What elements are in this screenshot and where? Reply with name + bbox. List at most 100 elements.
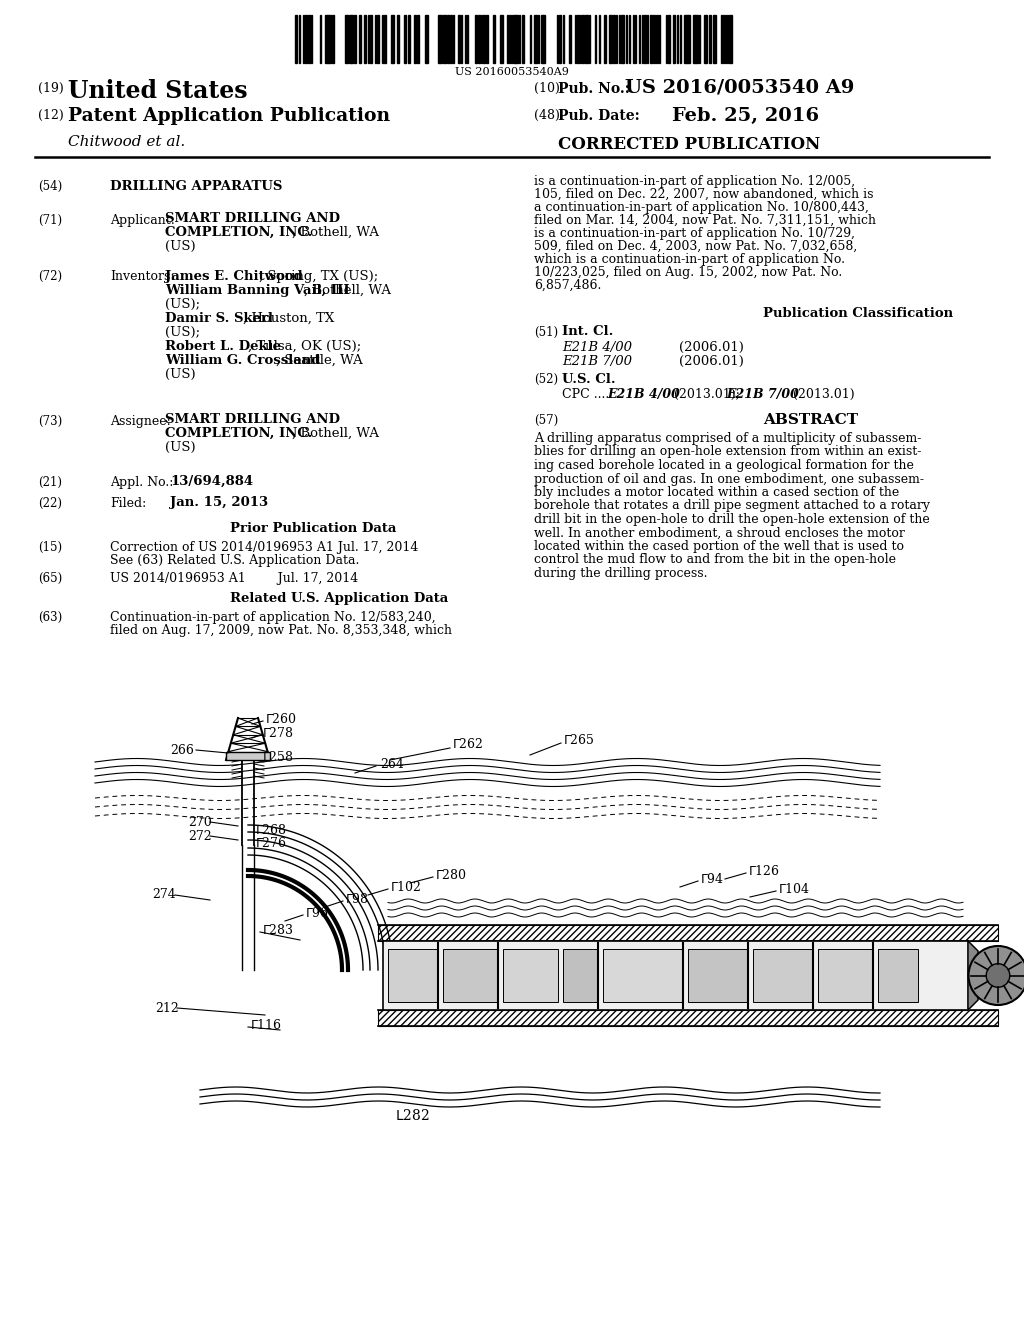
Bar	[478, 15, 480, 63]
Text: Chitwood et al.: Chitwood et al.	[68, 135, 185, 149]
Text: 212: 212	[155, 1002, 179, 1015]
Text: , Spring, TX (US);: , Spring, TX (US);	[259, 271, 379, 282]
Bar	[348, 15, 350, 63]
Bar	[226, 752, 270, 760]
Bar	[626, 15, 627, 63]
Text: James E. Chitwood: James E. Chitwood	[165, 271, 303, 282]
Text: Robert L. Dekle: Robert L. Dekle	[165, 341, 281, 352]
Bar	[474, 15, 477, 63]
Text: (21): (21)	[38, 477, 62, 488]
Bar	[392, 15, 394, 63]
Text: which is a continuation-in-part of application No.: which is a continuation-in-part of appli…	[534, 253, 845, 267]
Bar	[378, 1010, 998, 1026]
Text: $\Gamma$126: $\Gamma$126	[748, 865, 780, 878]
Bar	[397, 15, 399, 63]
Text: US 2016/0053540 A9: US 2016/0053540 A9	[625, 79, 854, 96]
Text: $\Gamma$280: $\Gamma$280	[435, 869, 467, 882]
Text: , Bothell, WA: , Bothell, WA	[292, 226, 379, 239]
Text: 266: 266	[170, 743, 194, 756]
Bar	[351, 15, 353, 63]
Text: , Bothell, WA: , Bothell, WA	[292, 426, 379, 440]
Bar	[443, 949, 498, 1002]
Text: Damir S. Skerl: Damir S. Skerl	[165, 312, 273, 325]
Text: (2006.01): (2006.01)	[679, 341, 743, 354]
Bar	[408, 15, 410, 63]
Bar	[563, 15, 564, 63]
Bar	[541, 15, 543, 63]
Bar	[403, 15, 407, 63]
Bar	[359, 15, 361, 63]
Text: bly includes a motor located within a cased section of the: bly includes a motor located within a ca…	[534, 486, 899, 499]
Bar	[467, 15, 468, 63]
Bar	[878, 949, 918, 1002]
Polygon shape	[968, 941, 978, 1010]
Text: 10/223,025, filed on Aug. 15, 2002, now Pat. No.: 10/223,025, filed on Aug. 15, 2002, now …	[534, 267, 843, 279]
Text: Prior Publication Data: Prior Publication Data	[230, 521, 396, 535]
Text: $\Gamma$283: $\Gamma$283	[262, 923, 294, 937]
Text: $\Gamma$96: $\Gamma$96	[305, 906, 329, 920]
Bar	[450, 15, 452, 63]
Bar	[365, 15, 367, 63]
Bar	[388, 949, 438, 1002]
Text: Inventors:: Inventors:	[110, 271, 174, 282]
Text: $\Gamma$94: $\Gamma$94	[700, 873, 724, 886]
Bar	[513, 15, 514, 63]
Text: Jan. 15, 2013: Jan. 15, 2013	[170, 496, 268, 510]
Text: (15): (15)	[38, 541, 62, 554]
Bar	[586, 15, 589, 63]
Bar	[384, 15, 386, 63]
Text: is a continuation-in-part of application No. 10/729,: is a continuation-in-part of application…	[534, 227, 855, 240]
Text: (US);: (US);	[165, 298, 205, 312]
Bar	[668, 15, 670, 63]
Text: 264: 264	[380, 758, 403, 771]
Text: $\Gamma$258: $\Gamma$258	[262, 750, 294, 764]
Text: (71): (71)	[38, 214, 62, 227]
Text: CORRECTED PUBLICATION: CORRECTED PUBLICATION	[558, 136, 820, 153]
Bar	[684, 15, 686, 63]
Text: , Bothell, WA: , Bothell, WA	[304, 284, 391, 297]
Bar	[613, 15, 615, 63]
Text: $\Gamma$268: $\Gamma$268	[255, 822, 287, 837]
Bar	[438, 15, 441, 63]
Bar	[582, 15, 585, 63]
Text: , Houston, TX: , Houston, TX	[243, 312, 334, 325]
Text: (US): (US)	[165, 441, 196, 454]
Text: Pub. Date:: Pub. Date:	[558, 110, 640, 123]
Bar	[680, 15, 681, 63]
Circle shape	[969, 946, 1024, 1005]
Bar	[544, 15, 546, 63]
Text: $\mathsf{L}$282: $\mathsf{L}$282	[395, 1107, 430, 1122]
Bar	[509, 15, 510, 63]
Bar	[609, 15, 612, 63]
Text: ABSTRACT: ABSTRACT	[763, 413, 858, 426]
Text: 270: 270	[188, 816, 212, 829]
Text: $\Gamma$116: $\Gamma$116	[250, 1018, 282, 1032]
Bar	[633, 15, 634, 63]
Text: US 20160053540A9: US 20160053540A9	[455, 67, 569, 77]
Bar	[677, 15, 678, 63]
Text: (2006.01): (2006.01)	[679, 355, 743, 368]
Bar	[443, 15, 446, 63]
Text: located within the cased portion of the well that is used to: located within the cased portion of the …	[534, 540, 904, 553]
Bar	[695, 15, 698, 63]
Text: E21B 7/00: E21B 7/00	[562, 355, 632, 368]
Bar	[377, 15, 379, 63]
Text: US 2014/0196953 A1        Jul. 17, 2014: US 2014/0196953 A1 Jul. 17, 2014	[110, 572, 358, 585]
Bar	[370, 15, 372, 63]
Bar	[647, 15, 648, 63]
Bar	[518, 15, 520, 63]
Text: William G. Crossland: William G. Crossland	[165, 354, 321, 367]
Text: Pub. No.:: Pub. No.:	[558, 82, 630, 96]
Text: (US);: (US);	[165, 326, 205, 339]
Bar	[563, 949, 598, 1002]
Bar	[621, 15, 625, 63]
Text: well. In another embodiment, a shroud encloses the motor: well. In another embodiment, a shroud en…	[534, 527, 905, 540]
Text: See (63) Related U.S. Application Data.: See (63) Related U.S. Application Data.	[110, 554, 359, 568]
Text: (US): (US)	[165, 368, 196, 381]
Bar	[383, 941, 968, 1010]
Bar	[332, 15, 334, 63]
Text: $\Gamma$276: $\Gamma$276	[255, 836, 287, 850]
Text: DRILLING APPARATUS: DRILLING APPARATUS	[110, 180, 283, 193]
Text: $\Gamma$265: $\Gamma$265	[563, 733, 595, 747]
Text: during the drilling process.: during the drilling process.	[534, 568, 708, 579]
